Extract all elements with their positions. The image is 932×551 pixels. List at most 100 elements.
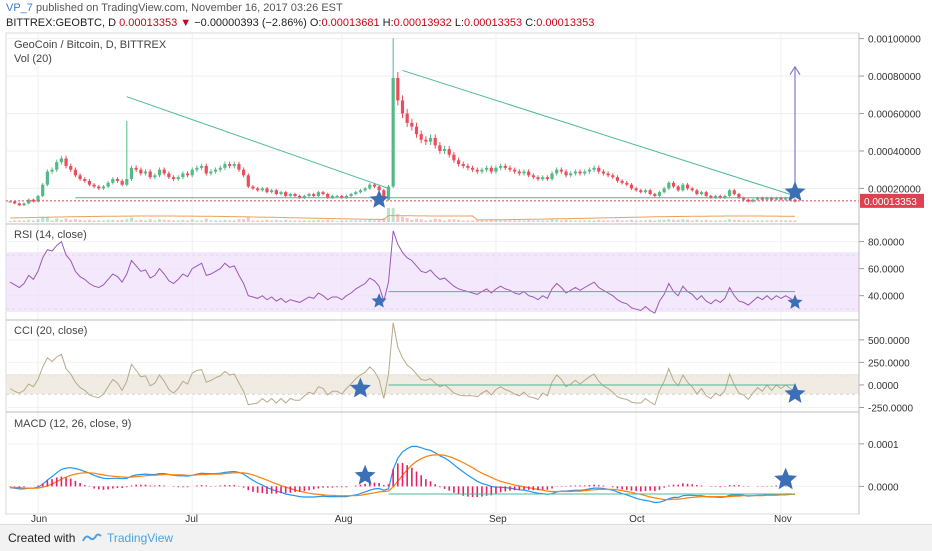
- candle-body: [64, 158, 68, 166]
- candle-body: [92, 184, 96, 187]
- candle-body: [447, 149, 451, 155]
- candle-body: [265, 188, 269, 193]
- volume-bar: [615, 219, 619, 222]
- volume-bar: [695, 219, 699, 222]
- candle-body: [73, 169, 78, 176]
- volume-bar: [256, 220, 260, 222]
- trendline-2: [402, 69, 796, 197]
- candle-body: [779, 197, 783, 200]
- volume-bar: [513, 220, 517, 222]
- volume-bar: [419, 219, 423, 222]
- candle-body: [751, 199, 755, 202]
- candle-body: [461, 164, 465, 166]
- volume-bar: [181, 219, 185, 222]
- candle-body: [517, 171, 521, 174]
- candle-body: [620, 180, 624, 183]
- candle-body: [251, 186, 255, 189]
- candle-body: [746, 199, 750, 202]
- volume-bar: [700, 220, 704, 222]
- volume-bar: [541, 220, 545, 222]
- volume-bar: [274, 219, 278, 222]
- candle-body: [176, 177, 180, 180]
- volume-bar: [186, 220, 190, 222]
- macd-tick-label: 0.0000: [868, 482, 899, 493]
- volume-bar: [167, 219, 171, 222]
- candle-body: [452, 154, 456, 161]
- volume-bar: [573, 220, 577, 222]
- star-marker-icon: [787, 294, 803, 309]
- time-tick-label: Aug: [335, 514, 353, 524]
- candle-body: [625, 182, 629, 185]
- candle-body: [419, 134, 423, 140]
- candle-body: [204, 165, 208, 174]
- candle-body: [685, 184, 690, 189]
- candle-body: [284, 192, 288, 196]
- volume-ma-line: [9, 215, 796, 221]
- candle-body: [765, 197, 769, 200]
- cci-title: CCI (20, close): [14, 325, 87, 337]
- candle-body: [143, 171, 148, 174]
- candle-body: [260, 188, 264, 191]
- star-marker-icon: [371, 293, 387, 308]
- volume-bar: [242, 219, 246, 222]
- volume-bar: [746, 220, 750, 222]
- author-link[interactable]: VP_7: [6, 2, 33, 14]
- high-label: H:: [382, 17, 394, 29]
- volume-bar: [625, 220, 629, 222]
- down-arrow-icon: ▼: [180, 17, 192, 29]
- volume-bar: [41, 217, 45, 222]
- rsi-title: RSI (14, close): [14, 229, 87, 241]
- candle-body: [676, 186, 680, 191]
- star-marker-icon: [354, 464, 376, 485]
- candle-body: [508, 167, 512, 170]
- candle-body: [545, 177, 549, 180]
- candle-body: [522, 171, 526, 174]
- volume-bar: [709, 220, 713, 222]
- candle-body: [41, 184, 45, 196]
- candle-body: [713, 195, 718, 198]
- tradingview-logo-text[interactable]: TradingView: [107, 531, 174, 545]
- candle-body: [256, 188, 260, 191]
- candle-body: [8, 201, 12, 203]
- candle-body: [648, 190, 652, 195]
- volume-bar: [489, 219, 493, 222]
- volume-bar: [316, 219, 320, 222]
- chart-canvas[interactable]: 0.00100000 0.00080000 0.00060000 0.00040000…: [0, 0, 932, 524]
- candle-body: [699, 192, 704, 195]
- macd-line: [9, 445, 796, 504]
- candle-body: [386, 186, 391, 200]
- volume-bar: [36, 219, 40, 222]
- volume-bar: [298, 220, 302, 222]
- volume-bar: [214, 220, 218, 222]
- volume-bar: [106, 219, 110, 222]
- volume-bar: [723, 220, 727, 222]
- candle-body: [470, 167, 475, 170]
- volume-bar: [774, 220, 778, 222]
- volume-bar: [629, 219, 633, 222]
- candle-body: [513, 169, 517, 172]
- volume-bar: [756, 220, 760, 222]
- candle-body: [718, 195, 722, 198]
- candle-body: [129, 167, 134, 180]
- candle-body: [569, 173, 573, 176]
- candle-body: [363, 188, 367, 191]
- candle-body: [316, 192, 320, 196]
- symbol-label: BITTREX:GEOBTC, D: [6, 17, 117, 29]
- volume-bar: [125, 219, 129, 222]
- candle-body: [770, 197, 774, 200]
- candle-body: [405, 113, 409, 123]
- candle-body: [199, 165, 204, 168]
- price-tick-label: 0.00060000: [868, 110, 921, 121]
- candle-body: [368, 184, 372, 189]
- volume-bar: [452, 219, 456, 222]
- candle-body: [690, 188, 694, 191]
- volume-bar: [793, 220, 797, 222]
- candle-body: [312, 194, 316, 196]
- price-tick-label: 0.00040000: [868, 147, 921, 158]
- volume-bar: [129, 217, 133, 222]
- volume-bar: [17, 220, 21, 222]
- candle-body: [171, 177, 176, 180]
- volume-bar: [377, 219, 381, 222]
- volume-bar: [564, 219, 568, 222]
- volume-bar: [601, 220, 605, 222]
